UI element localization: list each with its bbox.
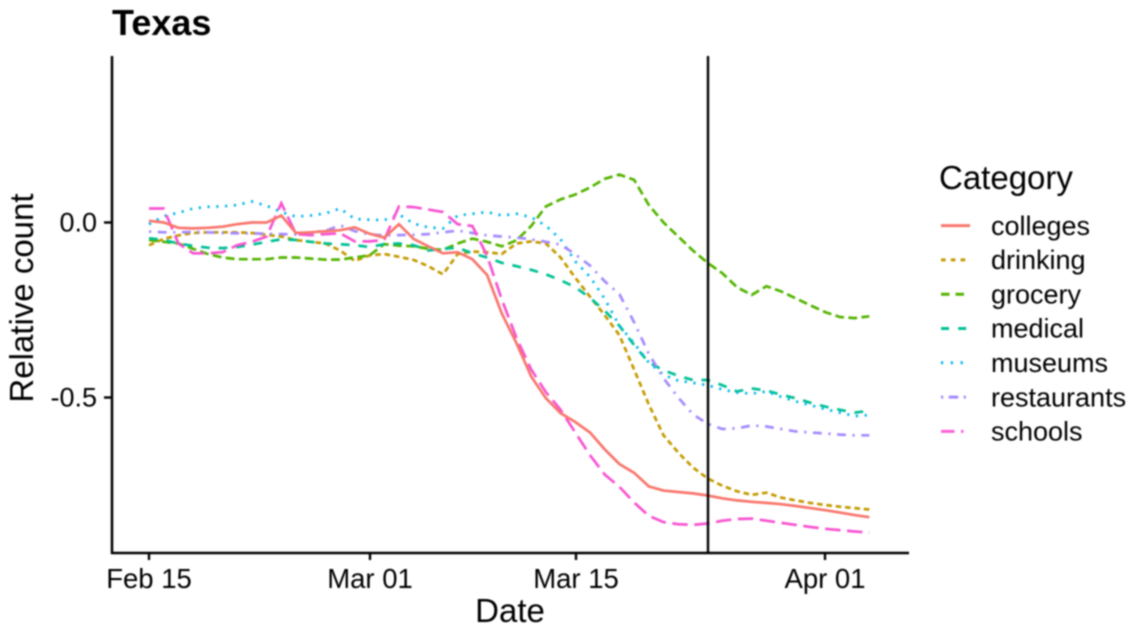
svg-text:Apr 01: Apr 01 — [784, 563, 865, 594]
svg-text:Category: Category — [939, 159, 1073, 196]
svg-text:drinking: drinking — [991, 245, 1086, 275]
svg-text:Mar 15: Mar 15 — [533, 563, 619, 594]
svg-text:schools: schools — [991, 417, 1083, 447]
svg-text:Mar 01: Mar 01 — [327, 563, 413, 594]
svg-text:-0.5: -0.5 — [50, 383, 97, 413]
svg-text:medical: medical — [991, 314, 1084, 344]
svg-text:museums: museums — [991, 348, 1108, 378]
svg-text:restaurants: restaurants — [991, 382, 1126, 412]
svg-text:grocery: grocery — [991, 279, 1082, 309]
svg-text:0.0: 0.0 — [59, 208, 97, 238]
svg-text:Texas: Texas — [112, 2, 211, 43]
svg-text:Relative count: Relative count — [3, 193, 40, 402]
svg-text:Feb 15: Feb 15 — [106, 563, 192, 594]
svg-text:Date: Date — [475, 592, 545, 629]
svg-text:colleges: colleges — [991, 211, 1090, 241]
